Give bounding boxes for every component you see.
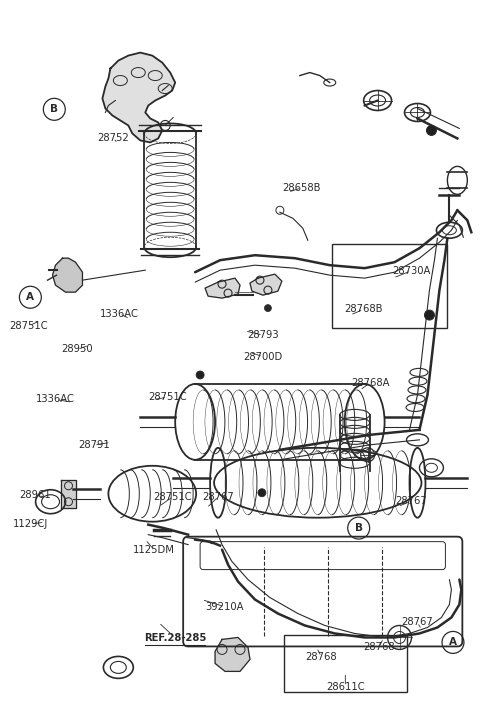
Polygon shape (250, 274, 282, 295)
Polygon shape (102, 52, 175, 142)
Text: 28767: 28767 (203, 492, 234, 502)
Text: 28768: 28768 (363, 642, 395, 652)
Text: 28751C: 28751C (154, 492, 192, 502)
Text: 28700D: 28700D (243, 352, 283, 362)
Text: 28767: 28767 (401, 617, 433, 627)
Circle shape (196, 371, 204, 379)
Circle shape (426, 125, 436, 135)
Text: 1336AC: 1336AC (100, 309, 139, 319)
Text: 28751C: 28751C (148, 392, 187, 402)
Text: 1336AC: 1336AC (36, 395, 75, 405)
Text: 28730A: 28730A (392, 266, 431, 276)
Text: 39210A: 39210A (205, 601, 244, 611)
Text: 28658B: 28658B (282, 183, 321, 193)
Polygon shape (52, 258, 83, 292)
Circle shape (264, 304, 271, 311)
Text: 28611C: 28611C (326, 682, 365, 692)
Polygon shape (205, 278, 240, 298)
Polygon shape (215, 637, 250, 672)
Text: A: A (26, 292, 35, 302)
Circle shape (258, 489, 266, 497)
Text: B: B (355, 523, 363, 533)
Bar (284, 635, 407, 692)
Text: 28768A: 28768A (351, 378, 389, 388)
Text: 28791: 28791 (78, 440, 110, 450)
Text: B: B (50, 105, 58, 115)
Text: 28768B: 28768B (344, 304, 383, 314)
Text: 28950: 28950 (61, 344, 93, 354)
Text: REF.28-285: REF.28-285 (144, 633, 206, 643)
Polygon shape (60, 480, 76, 508)
Text: 28961: 28961 (19, 490, 51, 500)
Text: 28767: 28767 (396, 496, 427, 506)
Text: 28752: 28752 (97, 133, 129, 143)
Bar (332, 243, 447, 328)
Text: A: A (449, 637, 457, 647)
Circle shape (424, 310, 434, 320)
Text: 28793: 28793 (247, 330, 279, 340)
Text: 1129CJ: 1129CJ (13, 519, 48, 529)
Text: 1125DM: 1125DM (133, 544, 175, 554)
Text: 28768: 28768 (306, 652, 337, 662)
Text: 28751C: 28751C (9, 321, 48, 331)
